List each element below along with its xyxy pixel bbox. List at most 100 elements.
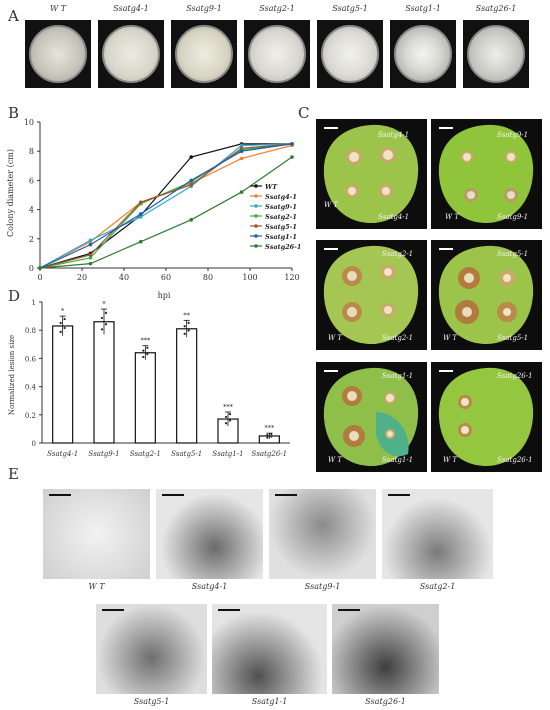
chart-b-x-tick-label: 20 (77, 273, 87, 282)
legend-marker (254, 234, 258, 238)
panel-label-d: D (8, 287, 21, 305)
micrograph-ssatg9 (269, 489, 376, 579)
series-point (239, 149, 244, 153)
panel-label-e: E (8, 465, 19, 483)
chart-b-y-tick-label: 2 (29, 235, 34, 244)
series-point (88, 242, 93, 247)
leaf-wt-label: W T (328, 456, 343, 464)
chart-b-y-tick-label: 4 (29, 206, 34, 215)
chart-b-x-tick-label: 0 (37, 273, 42, 282)
legend-label: Ssatg4-1 (265, 193, 297, 201)
data-dot (100, 316, 104, 320)
plate-image-ssatg5 (317, 20, 383, 88)
legend-label: Ssatg9-1 (265, 203, 297, 211)
series-point (189, 155, 193, 159)
data-dot (228, 419, 232, 422)
chart-d-y-tick-label: 1 (32, 299, 36, 307)
chart-b-x-tick-label: 120 (284, 273, 299, 282)
series-point (290, 155, 294, 159)
micrograph-wt (43, 489, 150, 579)
series-point (139, 215, 143, 219)
leaf-wt-label: W T (443, 456, 458, 464)
series-point (139, 212, 143, 216)
lesion-bar-chart: 0 0.2 0.4 0.6 0.8 1 * Ssatg4-1 * Ssatg9-1 *** Ssat… (8, 299, 290, 458)
plate-image-ssatg2 (244, 20, 310, 88)
data-dot (266, 434, 269, 437)
leaf-mutant-label: Ssatg5-1 (497, 334, 529, 342)
plate-image-ssatg26 (463, 20, 529, 88)
panel-label-c: C (298, 104, 310, 122)
plate-label-ssatg4: Ssatg4-1 (113, 4, 149, 13)
panel-label-b: B (8, 104, 20, 122)
legend-label: Ssatg26-1 (265, 243, 300, 251)
series-point (239, 146, 244, 151)
series-point (88, 261, 93, 266)
chart-b-x-tick-label: 100 (242, 273, 257, 282)
legend-marker (254, 184, 258, 188)
leaf-image-ssatg1: Ssatg1-1 W T Ssatg1-1 (316, 362, 427, 472)
micrograph-label-ssatg1: Ssatg1-1 (251, 697, 288, 706)
legend-label: Ssatg5-1 (265, 223, 297, 231)
micrograph-label-ssatg5: Ssatg5-1 (133, 697, 170, 706)
significance-label: *** (223, 403, 234, 411)
data-dot (104, 311, 108, 314)
series-point (88, 253, 93, 257)
leaf-mutant-label: Ssatg9-1 (497, 213, 529, 221)
legend-label: WT (265, 183, 278, 191)
bar (176, 328, 198, 444)
chart-b-y-tick-label: 8 (29, 147, 34, 156)
leaf-mutant-label: Ssatg26-1 (497, 372, 533, 380)
series-point (139, 200, 143, 205)
data-dot (142, 355, 145, 359)
panel-label-a: A (8, 7, 19, 25)
legend-marker (254, 224, 258, 228)
leaf-image-ssatg26: Ssatg26-1 W T Ssatg26-1 (431, 362, 542, 472)
data-dot (183, 325, 186, 328)
legend-marker (254, 244, 258, 248)
significance-label: * (102, 300, 106, 308)
leaf-mutant-label: Ssatg2-1 (382, 334, 414, 342)
chart-d-y-tick-label: 0.4 (25, 384, 37, 392)
leaf-wt-label: W T (324, 201, 339, 209)
data-dot (270, 432, 273, 436)
leaf-image-ssatg4: Ssatg4-1 W T Ssatg4-1 (316, 119, 427, 229)
data-dot (59, 321, 62, 325)
data-dot (187, 321, 190, 324)
chart-d-y-tick-label: 0.8 (25, 327, 36, 335)
chart-b-xlabel: hpi (158, 291, 171, 300)
leaf-mutant-label: Ssatg1-1 (382, 372, 414, 380)
chart-d-y-tick-label: 0 (32, 440, 36, 448)
series-point (189, 178, 193, 183)
micrograph-label-ssatg2: Ssatg2-1 (419, 582, 456, 591)
chart-b-y-tick-label: 0 (29, 264, 34, 273)
micrograph-ssatg4 (156, 489, 263, 579)
data-dot (270, 435, 273, 438)
bar (93, 321, 115, 444)
series-point (189, 218, 193, 222)
plate-image-ssatg1 (390, 20, 456, 88)
category-label: Ssatg5-1 (171, 450, 202, 458)
series-line (39, 143, 293, 269)
series-line (39, 156, 293, 269)
category-label: Ssatg4-1 (47, 450, 78, 458)
significance-label: *** (140, 337, 151, 345)
data-dot (228, 412, 232, 416)
plate-label-ssatg1: Ssatg1-1 (405, 4, 441, 13)
legend-label: Ssatg1-1 (265, 233, 297, 241)
chart-b-ylabel: Colony diameter (cm) (6, 149, 15, 237)
micrograph-ssatg26 (332, 604, 439, 694)
data-dot (146, 353, 149, 356)
leaf-image-ssatg2: Ssatg2-1 W T Ssatg2-1 (316, 240, 427, 350)
leaf-mutant-label: Ssatg26-1 (497, 456, 533, 464)
series-point (139, 239, 143, 244)
series-point (88, 238, 93, 243)
data-dot (187, 329, 190, 332)
series-line (39, 143, 293, 269)
bar (134, 352, 156, 444)
data-dot (146, 346, 149, 349)
chart-b-y-tick-label: 10 (24, 118, 34, 127)
series-line (39, 143, 293, 269)
series-line (39, 144, 293, 269)
significance-label: *** (264, 424, 275, 432)
chart-d-y-tick-label: 0.2 (25, 412, 36, 420)
